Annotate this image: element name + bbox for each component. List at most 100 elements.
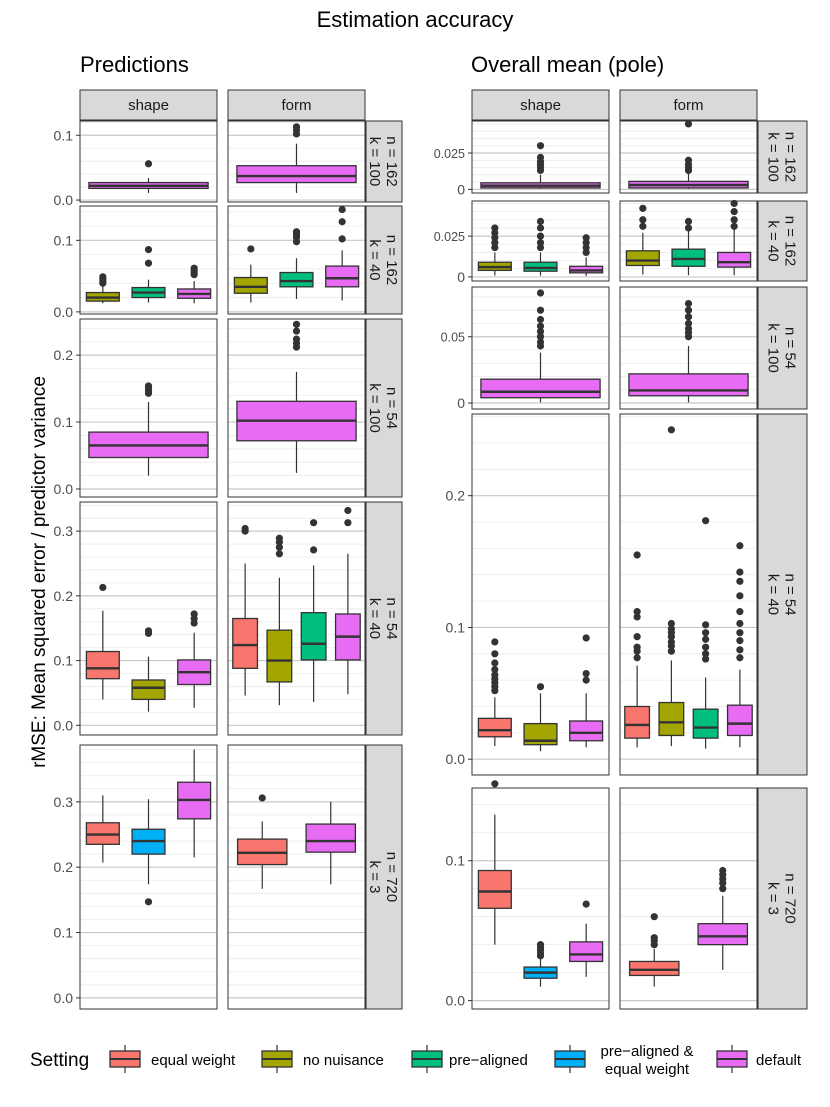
facet-border: [619, 120, 758, 194]
outlier-point: [633, 654, 641, 662]
legend-label: pre−aligned &: [601, 1043, 694, 1060]
box-iqr: [523, 261, 558, 272]
legend-item-pre_aligned_equal: pre−aligned &equal weight: [554, 1043, 694, 1078]
box-no_nuisance: [131, 627, 166, 712]
column-strip-label: shape: [520, 97, 561, 114]
y-tick-label: 0.1: [54, 414, 74, 430]
facet-shape: [471, 120, 610, 194]
row-strip-k: k = 40: [366, 239, 383, 280]
row-strip: [757, 200, 808, 282]
chart-title: Estimation accuracy: [317, 7, 514, 32]
box-default: [325, 205, 360, 301]
row-strip-n: n = 162: [383, 136, 400, 186]
outlier-point: [536, 224, 545, 232]
outlier-point: [582, 234, 590, 242]
box-pre_aligned: [300, 519, 327, 702]
y-tick-label: 0.0: [54, 304, 74, 320]
outlier-point: [99, 273, 107, 281]
legend-item-default: default: [716, 1045, 802, 1073]
outlier-point: [639, 204, 647, 212]
legend-title: Setting: [30, 1050, 89, 1071]
facet-shape: [471, 780, 610, 1010]
box-no_nuisance: [477, 224, 512, 276]
outlier-point: [582, 669, 590, 678]
box-default: [480, 142, 601, 189]
outlier-point: [719, 885, 727, 893]
outlier-point: [536, 322, 545, 330]
box-no_nuisance: [85, 273, 120, 304]
outlier-point: [491, 650, 499, 658]
outlier-point: [667, 647, 675, 655]
y-tick-label: 0.1: [54, 127, 74, 143]
row-strip-label: n = 54k = 40: [765, 573, 799, 615]
facet-shape: [79, 318, 218, 498]
row-strip-n: n = 720: [383, 852, 400, 902]
outlier-point: [730, 222, 738, 230]
outlier-point: [292, 335, 301, 343]
outlier-point: [344, 519, 352, 527]
facet-border: [79, 501, 218, 736]
outlier-point: [702, 650, 710, 658]
box-default: [569, 900, 604, 977]
row-strip: [757, 286, 808, 410]
row-strip: [365, 501, 403, 736]
row-strip: [757, 413, 808, 776]
y-tick-label: 0.0: [446, 751, 466, 767]
box-default: [726, 542, 753, 748]
facet-form: [227, 744, 366, 1010]
box-default: [334, 506, 361, 695]
y-tick-label: 0: [457, 269, 465, 285]
row-strip-k: k = 40: [366, 598, 383, 639]
outlier-point: [719, 866, 727, 875]
outlier-point: [536, 239, 545, 247]
outlier-point: [536, 232, 545, 240]
outlier-point: [144, 259, 153, 267]
box-pre_aligned: [523, 217, 558, 276]
column-strip: [79, 89, 218, 121]
outlier-point: [650, 934, 658, 942]
outlier-point: [310, 546, 318, 554]
outlier-point: [667, 625, 675, 633]
box-iqr: [232, 617, 259, 669]
outlier-point: [536, 327, 545, 336]
outlier-point: [144, 898, 153, 906]
outlier-point: [241, 524, 249, 533]
outlier-point: [730, 208, 738, 216]
box-pre_aligned_equal: [523, 941, 558, 987]
outlier-point: [684, 299, 693, 308]
row-strip-n: n = 54: [782, 327, 799, 369]
facet-border: [471, 286, 610, 410]
y-tick-label: 0.3: [54, 794, 74, 810]
y-tick-label: 0.0: [446, 993, 466, 1009]
outlier-point: [275, 550, 283, 558]
outlier-point: [667, 638, 675, 646]
outlier-point: [736, 646, 744, 654]
row-strip: [365, 120, 403, 203]
facet-border: [227, 501, 366, 736]
y-tick-label: 0.0: [54, 717, 74, 733]
box-iqr: [305, 823, 357, 853]
legend: Setting equal weight no nuisance pre−aligne…: [30, 1043, 802, 1078]
outlier-point: [144, 382, 153, 390]
outlier-point: [736, 629, 744, 637]
outlier-point: [702, 629, 710, 637]
box-iqr: [692, 708, 719, 739]
box-default: [628, 120, 749, 189]
facet-form: [619, 120, 758, 194]
row-strip: [365, 744, 403, 1010]
box-equal_weight: [477, 780, 512, 945]
legend-label: equal weight: [151, 1052, 236, 1069]
row-strip-k: k = 100: [366, 383, 383, 433]
outlier-point: [684, 325, 693, 333]
outlier-point: [491, 638, 499, 646]
panel-title: Predictions: [80, 52, 189, 77]
facet-form: [619, 199, 758, 282]
box-default: [88, 160, 209, 193]
facet-shape: [471, 200, 610, 282]
box-no_nuisance: [266, 534, 293, 706]
facet-border: [471, 200, 610, 282]
box-no_nuisance: [625, 204, 660, 275]
row-strip-k: k = 3: [366, 861, 383, 894]
legend-label-line2: equal weight: [605, 1061, 690, 1078]
